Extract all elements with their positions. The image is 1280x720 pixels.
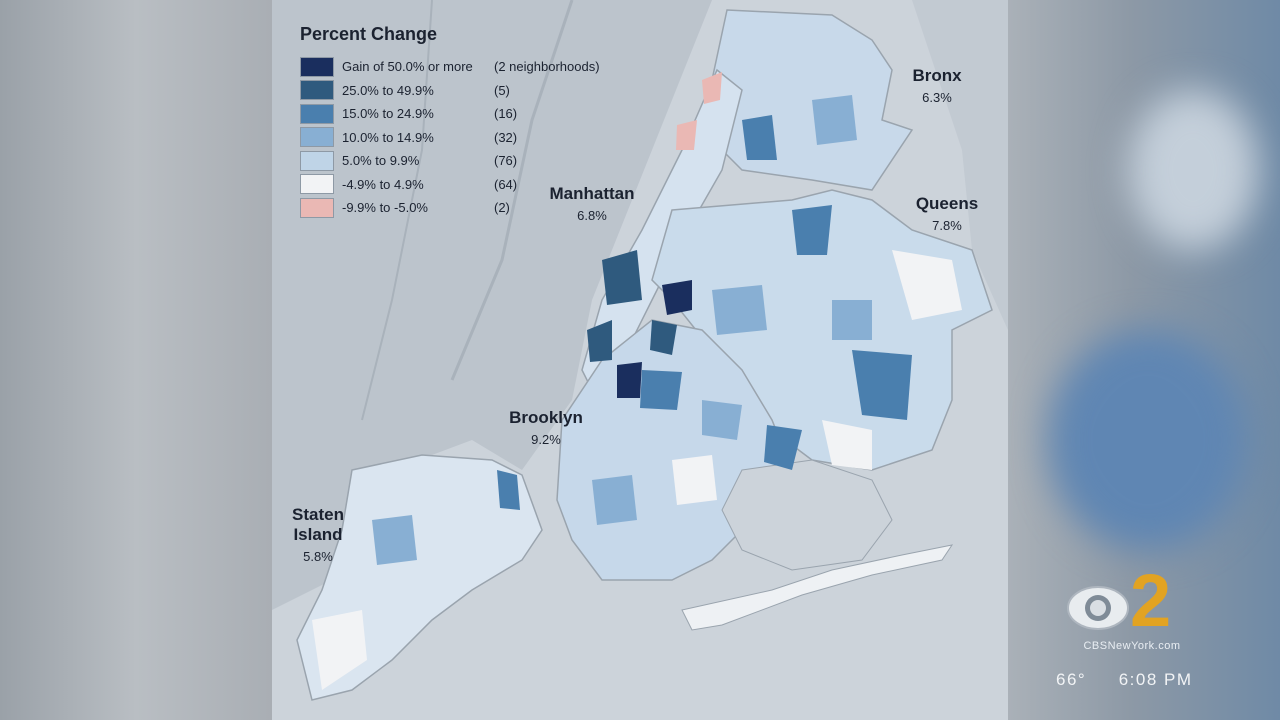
borough-name: Queens — [915, 194, 979, 213]
neighborhood-10-to-14 — [372, 515, 417, 565]
legend-swatch — [300, 80, 334, 101]
neighborhood-15-to-24 — [792, 205, 832, 255]
neighborhood-10-to-14 — [497, 470, 520, 510]
mainland-east-land — [912, 0, 1008, 330]
borough-value: 6.3% — [922, 90, 952, 105]
blurred-background-left — [0, 0, 272, 720]
borough-name: Brooklyn — [509, 408, 583, 427]
neighborhood-gain-50-plus — [662, 280, 692, 315]
legend-title: Percent Change — [300, 24, 438, 44]
neighborhood-no-change — [672, 455, 717, 505]
legend-swatch — [300, 56, 334, 77]
neighborhood-15-to-24 — [852, 350, 912, 420]
website-url: CBSNewYork.com — [1083, 640, 1181, 652]
legend-count: (76) — [494, 153, 518, 169]
map-legend: Percent Change Gain of 50.0% or more (2 … — [300, 24, 600, 220]
legend-item: 10.0% to 14.9% (32) — [300, 126, 600, 150]
legend-count: (16) — [494, 106, 518, 122]
map-graphic — [272, 0, 1008, 701]
legend-item: Gain of 50.0% or more (2 neighborhoods) — [300, 55, 600, 79]
borough-label-manhattan: Manhattan 6.8% — [542, 184, 642, 223]
legend-label: 10.0% to 14.9% — [342, 129, 434, 145]
borough-name: Manhattan — [549, 184, 635, 203]
legend-label: Gain of 50.0% or more — [342, 59, 473, 75]
borough-label-brooklyn: Brooklyn 9.2% — [496, 408, 596, 447]
borough-name-line2: Island — [293, 525, 343, 544]
neighborhood-10-to-14 — [592, 475, 637, 525]
legend-count: (2) — [494, 200, 510, 216]
legend-label: 15.0% to 24.9% — [342, 106, 434, 122]
legend-count: (5) — [494, 82, 510, 98]
borough-name: Bronx — [912, 66, 962, 85]
blurred-background-right — [1008, 0, 1280, 720]
borough-label-staten-island: Staten Island 5.8% — [278, 505, 358, 564]
cbs-eye-icon — [1067, 586, 1129, 630]
neighborhood-change-map: Percent Change Gain of 50.0% or more (2 … — [272, 0, 1008, 720]
temperature: 66° — [1056, 670, 1087, 689]
borough-name-line1: Staten — [292, 505, 344, 524]
legend-item: -9.9% to -5.0% (2) — [300, 196, 600, 220]
weather-time-ticker: 66° 6:08 PM — [1056, 670, 1193, 690]
borough-label-bronx: Bronx 6.3% — [892, 66, 982, 105]
neighborhood-25-to-49 — [650, 320, 677, 355]
neighborhood-10-to-14 — [702, 400, 742, 440]
legend-item: 25.0% to 49.9% (5) — [300, 79, 600, 103]
neighborhood-no-change — [892, 250, 962, 320]
legend-item: 15.0% to 24.9% (16) — [300, 102, 600, 126]
borough-value: 5.8% — [303, 549, 333, 564]
legend-label: 25.0% to 49.9% — [342, 82, 434, 98]
neighborhood-10-to-14 — [832, 300, 872, 340]
legend-item: 5.0% to 9.9% (76) — [300, 149, 600, 173]
borough-value: 6.8% — [577, 208, 607, 223]
jamaica-bay-water — [721, 459, 893, 571]
neighborhood-25-to-49 — [587, 320, 612, 362]
neighborhood-no-change — [822, 420, 872, 470]
legend-count: (64) — [494, 176, 518, 192]
borough-value: 7.8% — [932, 218, 962, 233]
legend-swatch — [300, 150, 334, 171]
river-line — [361, 0, 433, 421]
rockaway-peninsula — [681, 544, 954, 631]
legend-count: (32) — [494, 129, 518, 145]
blurred-map-blob — [1128, 90, 1258, 250]
neighborhood-loss — [702, 72, 722, 104]
legend-label: 5.0% to 9.9% — [342, 153, 420, 169]
borough-label-queens: Queens 7.8% — [902, 194, 992, 233]
borough-value: 9.2% — [531, 432, 561, 447]
neighborhood-10-to-14 — [812, 95, 857, 145]
neighborhood-15-to-24 — [764, 425, 802, 470]
current-time: 6:08 PM — [1118, 670, 1193, 689]
neighborhood-25-to-49 — [602, 250, 642, 305]
neighborhood-15-to-24 — [742, 115, 777, 160]
legend-count: (2 neighborhoods) — [494, 59, 600, 75]
legend-label: -9.9% to -5.0% — [342, 200, 428, 216]
mainland-land — [272, 0, 712, 610]
neighborhood-10-to-14 — [712, 285, 767, 335]
neighborhood-no-change — [312, 610, 367, 690]
legend-swatch — [300, 174, 334, 195]
legend-item: -4.9% to 4.9% (64) — [300, 173, 600, 197]
blurred-map-blob — [1048, 330, 1248, 550]
channel-number: 2 — [1130, 559, 1172, 642]
river-line — [450, 0, 574, 381]
legend-label: -4.9% to 4.9% — [342, 176, 424, 192]
neighborhood-gain-50-plus — [617, 362, 642, 398]
neighborhood-15-to-24 — [640, 370, 682, 410]
legend-swatch — [300, 103, 334, 124]
legend-swatch — [300, 197, 334, 218]
cbs-channel-logo: 2 — [1064, 564, 1194, 642]
legend-swatch — [300, 127, 334, 148]
neighborhood-loss — [676, 120, 697, 150]
